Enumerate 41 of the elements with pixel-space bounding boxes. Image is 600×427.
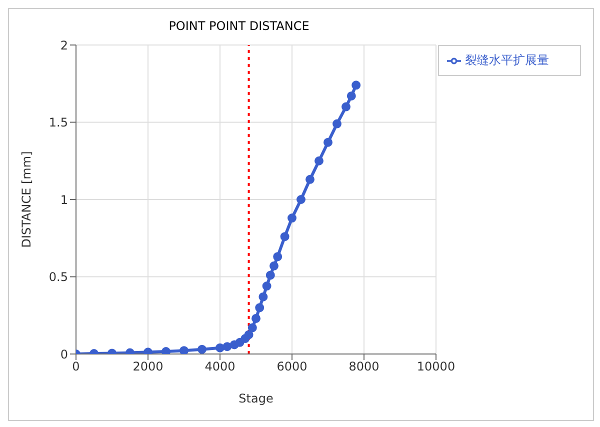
point — [198, 344, 206, 354]
y-tick-label: 2 — [60, 38, 68, 52]
point — [352, 80, 361, 90]
x-axis-title: Stage — [238, 392, 274, 406]
point — [324, 138, 332, 147]
point — [144, 348, 152, 354]
point — [332, 119, 342, 128]
point — [222, 342, 232, 352]
x-tick-label: 6000 — [276, 360, 308, 374]
point — [248, 323, 257, 332]
chart-title: POINT POINT DISTANCE — [168, 19, 310, 33]
y-tick-label: 1.5 — [48, 116, 68, 130]
legend-label: 裂缝水平扩展量 — [465, 53, 549, 67]
point — [216, 343, 224, 352]
point — [270, 261, 278, 270]
point — [273, 252, 282, 262]
point — [255, 303, 264, 312]
x-tick-label: 0 — [72, 360, 80, 374]
point — [342, 102, 350, 112]
point — [258, 292, 268, 302]
point — [280, 232, 290, 242]
point — [162, 347, 170, 354]
x-tick-label: 10000 — [416, 360, 456, 374]
point — [244, 330, 254, 340]
point — [346, 91, 356, 100]
y-tick-label: 1 — [60, 192, 68, 207]
point — [306, 174, 314, 184]
point — [262, 282, 272, 291]
point — [296, 195, 306, 204]
y-tick-label: 0 — [60, 347, 68, 362]
point — [252, 314, 260, 323]
x-tick-label: 2000 — [132, 360, 164, 374]
y-tick-label: 0.5 — [48, 270, 68, 284]
x-tick-label: 8000 — [348, 360, 380, 374]
y-axis-title: DISTANCE [mm] — [19, 151, 34, 248]
point — [266, 270, 275, 280]
point — [235, 338, 244, 347]
x-tick-label: 4000 — [204, 360, 236, 374]
point — [288, 214, 296, 223]
point — [180, 346, 188, 354]
point — [314, 156, 324, 166]
